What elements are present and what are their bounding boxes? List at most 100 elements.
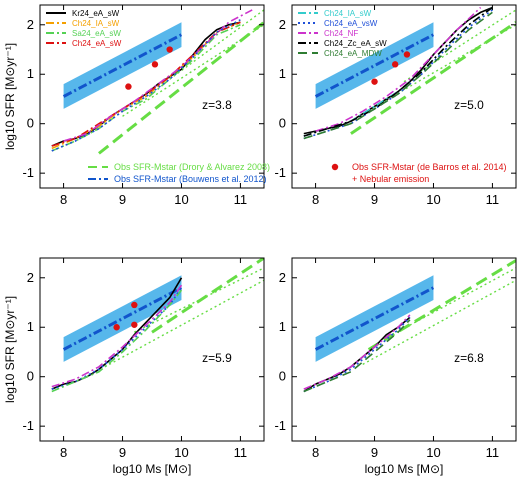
plot-area	[51, 9, 264, 155]
obs-green-dotted	[134, 267, 264, 333]
data-point-0	[113, 324, 120, 331]
obs-legend-label: + Nebular emission	[352, 174, 429, 184]
y-tick-label: 0	[27, 369, 34, 384]
data-point-2	[131, 301, 138, 309]
panel-z=3.8: 8 9 10 11 -1 0 1 2 z=3.8 log10 SFR [M⊙yr⁻¹] Kr24_e…	[3, 4, 270, 207]
obs-band-midline	[314, 33, 435, 98]
x-axis-label: log10 Ms [M⊙]	[113, 462, 192, 476]
x-tick-label: 11	[486, 192, 500, 207]
legend-item-label: Ch24_Zc_eA_sW	[324, 39, 387, 48]
x-tick-label: 10	[426, 192, 440, 207]
panel-z=5.9: 8 9 10 11 -1 0 1 2 z=5.9 log10 SFR [M⊙yr⁻¹] log10 …	[3, 257, 265, 476]
x-tick-label: 11	[486, 445, 500, 460]
x-tick-label: 10	[174, 192, 188, 207]
legend-item-label: Ch24_IA_sW	[324, 9, 372, 18]
x-tick-label: 11	[234, 192, 248, 207]
obs-band-midline	[62, 286, 183, 351]
series-line-1	[51, 284, 183, 388]
y-tick-label: -1	[274, 165, 286, 180]
plot-area	[303, 6, 516, 140]
redshift-label: z=6.8	[454, 351, 484, 365]
data-point-1	[391, 61, 399, 68]
plot-area	[303, 259, 516, 393]
obs-green-dotted	[403, 9, 516, 83]
y-tick-label: 0	[279, 369, 286, 384]
redshift-label: z=5.9	[202, 351, 232, 365]
obs-band-midline	[62, 33, 183, 98]
obs-band-midline	[314, 286, 435, 351]
panel-z=6.8: 8 9 10 11 -1 0 1 2 z=6.8 log10 Ms [M⊙]	[274, 257, 517, 476]
x-tick-label: 8	[312, 192, 319, 207]
obs-legend-marker	[331, 163, 339, 171]
x-tick-label: 9	[371, 192, 378, 207]
series-line-4	[63, 9, 253, 142]
legend-item-label: Ch24_NF	[324, 29, 358, 38]
x-tick-label: 9	[119, 192, 126, 207]
x-tick-label: 11	[234, 445, 248, 460]
obs-green-dotted	[169, 9, 264, 80]
y-tick-label: -1	[274, 418, 286, 433]
obs-green-dashed	[98, 21, 264, 155]
y-tick-label: 0	[279, 116, 286, 131]
data-point-0	[371, 78, 378, 85]
x-tick-label: 8	[60, 192, 67, 207]
obs-green-dotted	[391, 267, 516, 336]
x-axis-label: log10 Ms [M⊙]	[365, 462, 444, 476]
x-tick-label: 9	[371, 445, 378, 460]
panel-frame	[39, 4, 265, 189]
plot-area	[51, 258, 264, 393]
y-axis-label: log10 SFR [M⊙yr⁻¹]	[3, 43, 17, 150]
y-tick-label: -1	[22, 165, 34, 180]
x-tick-label: 10	[174, 445, 188, 460]
series-line-4	[303, 6, 493, 137]
series-line-3	[51, 289, 183, 393]
x-tick-label: 8	[312, 445, 319, 460]
obs-green-dashed	[151, 258, 264, 334]
x-tick-label: 8	[60, 445, 67, 460]
legend-item-label: Ch24_eA_MDW	[324, 49, 382, 58]
obs-green-dotted	[362, 279, 516, 365]
data-point-2	[403, 51, 411, 58]
y-tick-label: 2	[279, 270, 286, 285]
obs-legend-label: Obs SFR-Mstar (Bouwens et al. 2012)	[114, 174, 267, 184]
y-tick-label: 2	[27, 17, 34, 32]
x-tick-label: 9	[119, 445, 126, 460]
obs-band	[63, 22, 182, 109]
panel-frame	[291, 4, 517, 189]
obs-band	[63, 275, 182, 362]
legend-item-label: Kr24_eA_sW	[72, 9, 120, 18]
x-tick-label: 10	[426, 445, 440, 460]
series-line-1	[303, 314, 411, 390]
series-line-3	[315, 6, 482, 132]
series-line-5	[303, 11, 493, 140]
obs-legend-label: Obs SFR-Mstar (de Barros et al. 2014)	[352, 162, 507, 172]
legend-item-label: Ch24_eA_vsW	[324, 19, 378, 28]
y-tick-label: 2	[27, 270, 34, 285]
obs-band	[315, 275, 434, 362]
legend-item-label: Sa24_eA_sW	[72, 29, 121, 38]
obs-green-dotted	[122, 24, 264, 117]
redshift-label: z=3.8	[202, 98, 232, 112]
panel-frame	[291, 257, 517, 442]
y-tick-label: 1	[27, 319, 34, 334]
obs-green-dotted	[104, 279, 264, 368]
y-tick-label: 1	[279, 319, 286, 334]
obs-band	[315, 22, 434, 109]
panel-frame	[39, 257, 265, 442]
series-line-3	[51, 21, 241, 147]
y-tick-label: 2	[279, 17, 286, 32]
y-tick-label: 1	[279, 66, 286, 81]
data-point-1	[131, 321, 138, 328]
series-line-3	[303, 319, 411, 393]
panel-z=5.0: 8 9 10 11-1012z=5.0Ch24_IA_sWCh24_eA_vsWCh2…	[274, 4, 517, 207]
y-tick-label: 0	[27, 116, 34, 131]
legend-item-label: Ch24_eA_sW	[72, 39, 122, 48]
y-axis-label: log10 SFR [M⊙yr⁻¹]	[3, 296, 17, 403]
legend-item-label: Ch24_IA_sW	[72, 19, 120, 28]
data-point-2	[166, 46, 173, 53]
obs-legend-label: Obs SFR-Mstar (Drory & Alvarez 2008)	[114, 162, 270, 172]
y-tick-label: 1	[27, 66, 34, 81]
data-point-1	[151, 61, 159, 68]
redshift-label: z=5.0	[454, 98, 484, 112]
